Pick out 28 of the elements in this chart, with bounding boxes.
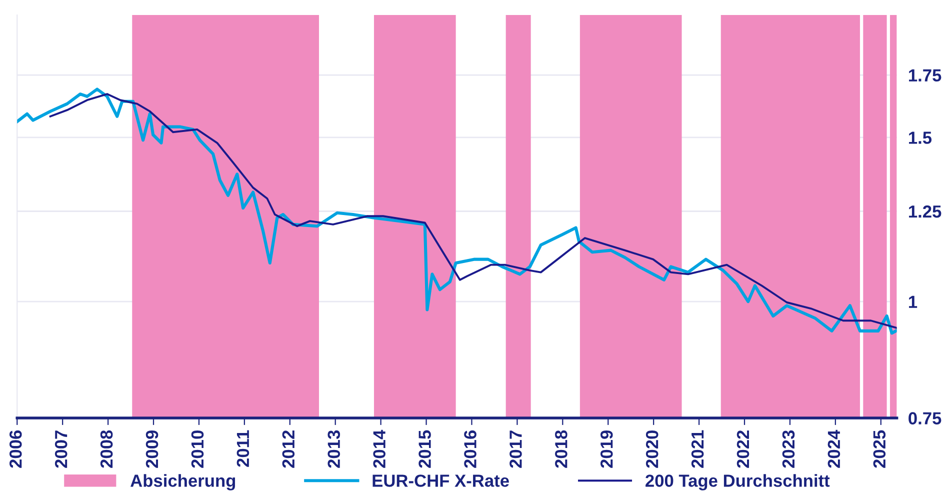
x-tick-label: 2015 [418,430,431,468]
x-tick-label: 2011 [236,430,250,467]
x-tick-label: 2021 [691,430,704,468]
x-tick-label: 2018 [555,430,568,468]
x-tick-label: 2006 [9,430,22,468]
y-tick-label: 1.5 [908,132,932,144]
legend-label: 200 Tage Durchschnitt [646,474,830,490]
y-tick-label: 1.75 [908,69,942,82]
x-tick-label: 2022 [736,430,750,468]
y-tick-label: 1 [908,296,918,308]
x-tick-label: 2024 [828,430,840,468]
y-tick-label: 0.75 [908,412,942,424]
x-tick-label: 2016 [464,430,476,468]
x-tick-label: 2019 [600,430,613,468]
x-tick-label: 2023 [782,430,795,468]
x-tick-label: 2010 [191,430,204,468]
legend-label: EUR-CHF X-Rate [372,474,509,487]
x-tick-label: 2025 [873,430,886,468]
x-tick-label: 2009 [146,430,158,468]
y-tick-label: 1.25 [908,205,942,218]
x-tick-label: 2008 [100,430,113,468]
legend-label: Absicherung [130,474,236,490]
x-tick-label: 2014 [373,430,386,468]
x-tick-label: 2007 [54,430,68,468]
x-tick-label: 2012 [282,430,295,468]
x-tick-label: 2017 [510,430,522,468]
x-tick-label: 2013 [328,430,340,468]
x-tick-label: 2020 [646,430,658,468]
